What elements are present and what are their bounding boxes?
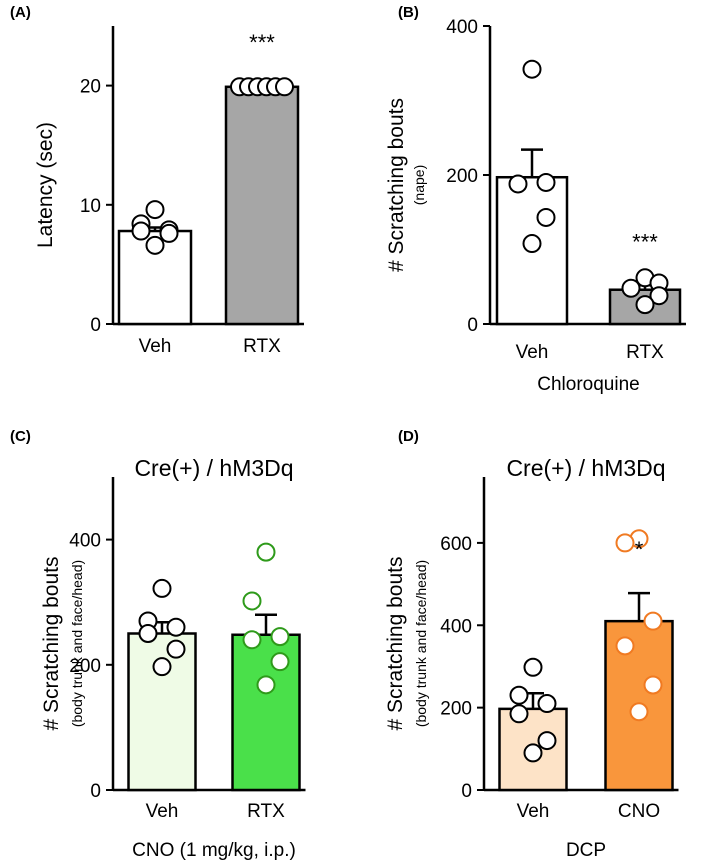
y-tick-label: 0 <box>461 781 472 802</box>
y-tick-label: 0 <box>90 315 101 336</box>
y-tick-label: 600 <box>440 534 472 555</box>
category-label: Veh <box>146 801 179 822</box>
data-point <box>152 578 172 598</box>
significance-marker: *** <box>632 229 658 254</box>
data-point <box>508 174 528 194</box>
category-label: CNO <box>618 801 660 822</box>
y-axis-label: # Scratching bouts <box>40 557 63 731</box>
y-tick-label: 0 <box>467 315 478 336</box>
data-point <box>537 694 557 714</box>
category-label: RTX <box>243 336 281 357</box>
data-point <box>643 611 663 631</box>
data-point <box>523 743 543 763</box>
panel-d: (D) Cre(+) / hM3Dq 0 200 400 600 # Scratching … <box>384 428 679 861</box>
data-point <box>536 207 556 227</box>
y-axis-sublabel: (body trunk and face/head) <box>413 560 429 727</box>
y-tick-label: 200 <box>446 166 478 187</box>
panel-label: (C) <box>10 428 31 445</box>
panel-label: (A) <box>10 4 31 21</box>
data-point <box>270 652 290 672</box>
data-point <box>522 59 542 79</box>
data-point <box>629 702 649 722</box>
data-point <box>166 639 186 659</box>
panel-label: (D) <box>398 428 419 445</box>
data-point <box>509 685 529 705</box>
category-label: RTX <box>626 342 664 363</box>
data-point <box>256 542 276 562</box>
data-point <box>131 221 151 241</box>
category-label: Veh <box>139 336 172 357</box>
y-tick-label: 200 <box>440 699 472 720</box>
y-tick-label: 200 <box>69 656 101 677</box>
chart-title: Cre(+) / hM3Dq <box>506 455 665 481</box>
chart-title: Cre(+) / hM3Dq <box>134 455 293 481</box>
data-point <box>166 617 186 637</box>
data-point <box>256 675 276 695</box>
y-axis-sublabel: (nape) <box>411 165 427 205</box>
data-point <box>270 627 290 647</box>
data-point <box>159 223 179 243</box>
data-point <box>536 172 556 192</box>
bar-rtx <box>224 85 300 326</box>
x-axis-label: DCP <box>566 840 606 861</box>
y-axis-label: # Scratching bouts <box>385 98 408 272</box>
data-point <box>649 286 669 306</box>
category-label: Veh <box>516 342 549 363</box>
data-point <box>509 704 529 724</box>
data-point <box>522 234 542 254</box>
data-point <box>537 731 557 751</box>
data-point <box>635 295 655 315</box>
panel-b: (B) 0 200 400 # Scratching bouts (nape) Veh RTX… <box>385 4 686 395</box>
data-point <box>145 200 165 220</box>
data-point <box>621 278 641 298</box>
panel-label: (B) <box>398 4 419 21</box>
y-tick-label: 10 <box>80 196 101 217</box>
data-point <box>152 657 172 677</box>
y-tick-label: 400 <box>69 531 101 552</box>
data-point <box>275 77 294 97</box>
x-axis-label: Chloroquine <box>537 374 639 395</box>
bar-rtx <box>231 633 301 792</box>
y-tick-label: 400 <box>446 17 478 38</box>
x-axis-label: CNO (1 mg/kg, i.p.) <box>132 840 296 861</box>
data-point <box>615 636 635 656</box>
y-tick-label: 400 <box>440 616 472 637</box>
y-axis-label: Latency (sec) <box>34 122 57 248</box>
category-label: Veh <box>517 801 550 822</box>
data-point <box>138 624 158 643</box>
bar-veh <box>127 632 197 792</box>
data-point <box>643 675 663 695</box>
data-point <box>242 591 262 611</box>
significance-marker: *** <box>249 30 275 55</box>
panel-c: (C) Cre(+) / hM3Dq 0 200 400 # Scratching bou… <box>10 428 306 861</box>
data-point <box>615 533 635 553</box>
data-point <box>523 657 543 677</box>
data-point <box>145 235 165 255</box>
data-point <box>242 630 262 650</box>
category-label: RTX <box>247 801 285 822</box>
panel-a: (A) 0 10 20 Latency (sec) Veh RTX *** <box>10 4 304 357</box>
y-tick-label: 20 <box>80 77 101 98</box>
significance-marker: * <box>635 537 644 562</box>
y-tick-label: 0 <box>90 781 101 802</box>
y-axis-label: # Scratching bouts <box>384 557 407 731</box>
y-axis-sublabel: (body trunk and face/head) <box>69 560 85 727</box>
